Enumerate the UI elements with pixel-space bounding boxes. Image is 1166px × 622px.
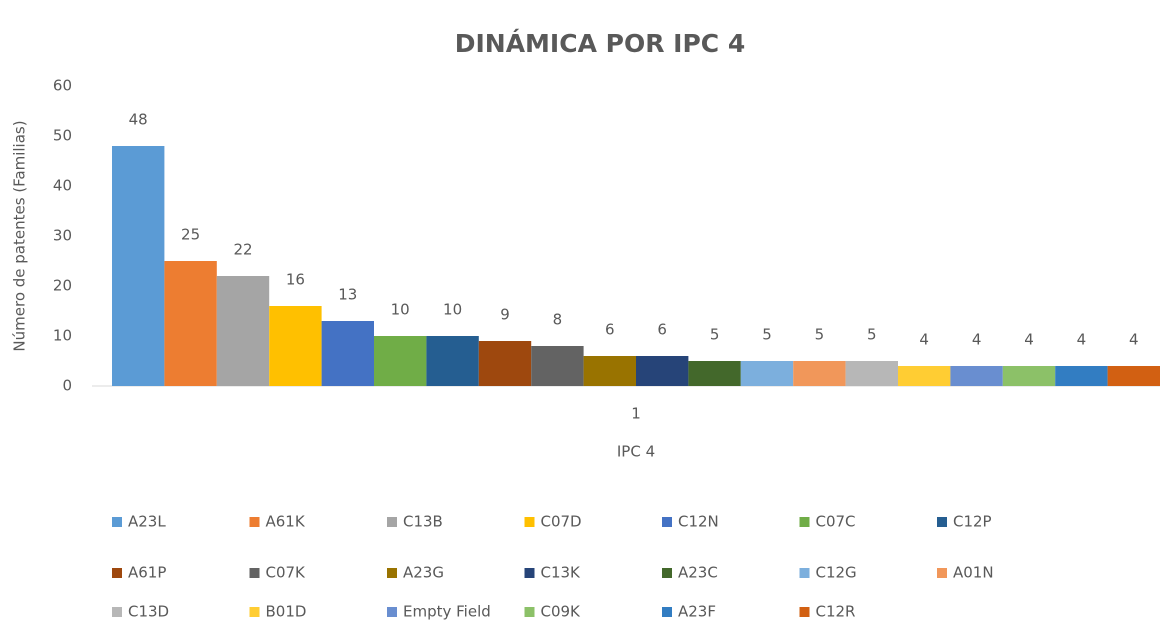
- bar: [374, 336, 427, 386]
- legend-label: A23L: [128, 513, 166, 531]
- data-label: 13: [338, 286, 357, 304]
- bar: [112, 146, 165, 386]
- legend-swatch: [799, 517, 810, 527]
- bar: [583, 356, 636, 386]
- legend-label: C13B: [403, 513, 443, 531]
- y-tick-label: 0: [62, 377, 72, 395]
- legend-label: C12N: [678, 513, 719, 531]
- legend-label: C12R: [816, 603, 856, 621]
- legend-label: A61P: [128, 564, 166, 582]
- bar: [845, 361, 898, 386]
- chart-title: DINÁMICA POR IPC 4: [455, 29, 746, 58]
- data-label: 16: [286, 271, 305, 289]
- data-label: 4: [1077, 331, 1087, 349]
- legend-label: A23G: [403, 564, 444, 582]
- legend-label: C09K: [541, 603, 582, 621]
- legend-label: C07C: [816, 513, 856, 531]
- bar: [898, 366, 951, 386]
- legend-swatch: [662, 517, 672, 527]
- bar: [740, 361, 794, 386]
- y-tick-label: 20: [53, 277, 72, 295]
- legend-label: C13D: [128, 603, 169, 621]
- bar: [531, 346, 584, 386]
- bar: [1055, 366, 1108, 386]
- data-label: 6: [605, 321, 615, 339]
- y-tick-label: 10: [53, 327, 72, 345]
- bar: [688, 361, 741, 386]
- legend-swatch: [249, 568, 260, 578]
- legend-label: A61K: [266, 513, 306, 531]
- legend-swatch: [799, 568, 810, 578]
- data-label: 4: [919, 331, 929, 349]
- legend-swatch: [112, 568, 122, 578]
- legend-swatch: [524, 607, 535, 617]
- legend-label: C13K: [541, 564, 582, 582]
- legend-swatch: [524, 568, 535, 578]
- legend-swatch: [799, 607, 810, 617]
- legend-swatch: [387, 607, 397, 617]
- data-label: 25: [181, 226, 200, 244]
- data-label: 48: [129, 111, 148, 129]
- legend-swatch: [662, 568, 672, 578]
- legend-swatch: [112, 517, 122, 527]
- data-label: 9: [500, 306, 510, 324]
- bar: [636, 356, 689, 386]
- legend-swatch: [249, 607, 260, 617]
- y-tick-label: 30: [53, 227, 72, 245]
- legend-label: A23C: [678, 564, 718, 582]
- legend-label: C12P: [953, 513, 992, 531]
- data-label: 10: [443, 301, 462, 319]
- data-label: 5: [710, 326, 720, 344]
- legend-swatch: [387, 517, 397, 527]
- legend-label: Empty Field: [403, 603, 491, 621]
- data-label: 4: [1129, 331, 1139, 349]
- bar: [1107, 366, 1160, 386]
- legend-label: B01D: [266, 603, 307, 621]
- legend-swatch: [387, 568, 397, 578]
- x-tick-label: 1: [631, 405, 641, 423]
- data-label: 8: [553, 311, 563, 329]
- legend-label: A23F: [678, 603, 716, 621]
- legend-swatch: [524, 517, 535, 527]
- legend-swatch: [662, 607, 672, 617]
- data-label: 5: [762, 326, 772, 344]
- data-label: 22: [233, 241, 252, 259]
- bar: [950, 366, 1003, 386]
- bar: [1002, 366, 1056, 386]
- y-tick-label: 50: [53, 127, 72, 145]
- bar: [269, 306, 322, 386]
- legend-label: A01N: [953, 564, 994, 582]
- data-label: 4: [1024, 331, 1034, 349]
- legend-swatch: [249, 517, 260, 527]
- legend-label: C07D: [541, 513, 582, 531]
- y-axis-title: Número de patentes (Familias): [11, 120, 29, 351]
- bar: [164, 261, 217, 386]
- legend-swatch: [937, 568, 947, 578]
- bar: [426, 336, 479, 386]
- data-label: 4: [972, 331, 982, 349]
- legend-label: C12G: [816, 564, 857, 582]
- bar: [793, 361, 846, 386]
- y-tick-label: 60: [53, 77, 72, 95]
- data-label: 10: [391, 301, 410, 319]
- x-axis-title: IPC 4: [617, 443, 655, 461]
- legend-swatch: [937, 517, 947, 527]
- bar: [321, 321, 374, 386]
- data-label: 5: [867, 326, 877, 344]
- bar: [478, 341, 532, 386]
- y-tick-label: 40: [53, 177, 72, 195]
- legend-swatch: [112, 607, 122, 617]
- bar: [216, 276, 270, 386]
- legend-label: C07K: [266, 564, 307, 582]
- data-label: 5: [815, 326, 825, 344]
- data-label: 6: [657, 321, 667, 339]
